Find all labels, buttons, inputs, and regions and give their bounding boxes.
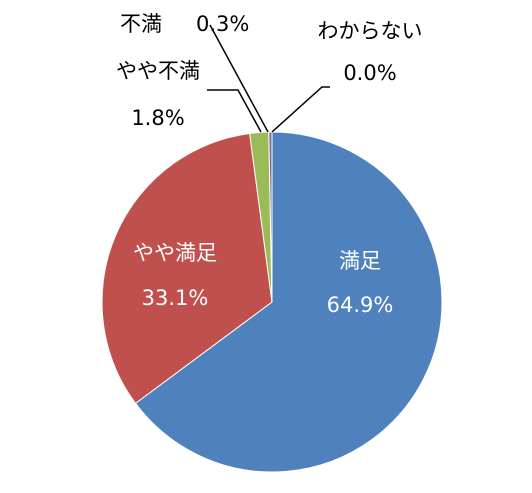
category-label-4: 不満 bbox=[120, 12, 162, 36]
leader-lines bbox=[207, 24, 330, 133]
leader-line-5 bbox=[271, 86, 330, 133]
value-label-4: 0.3% bbox=[196, 12, 249, 36]
value-label-1: 64.9% bbox=[327, 293, 394, 317]
leader-line-3 bbox=[207, 89, 262, 133]
value-label-3: 1.8% bbox=[131, 106, 184, 130]
category-label-5: わからない bbox=[318, 19, 423, 43]
pie-slice-1 bbox=[134, 131, 443, 473]
pie-slices bbox=[101, 131, 443, 473]
category-label-2: やや満足 bbox=[133, 241, 217, 265]
category-label-3: やや不満 bbox=[116, 59, 200, 83]
pie-slice-2 bbox=[101, 132, 273, 405]
category-label-1: 満足 bbox=[339, 249, 381, 273]
slice-labels: 満足 64.9% やや満足 33.1% やや不満 1.8% 不満 0.3% わからない 0.0% bbox=[116, 12, 423, 317]
value-label-2: 33.1% bbox=[142, 286, 209, 310]
pie-slice-4 bbox=[268, 131, 273, 303]
value-label-5: 0.0% bbox=[343, 61, 396, 85]
leader-line-4 bbox=[209, 24, 269, 133]
